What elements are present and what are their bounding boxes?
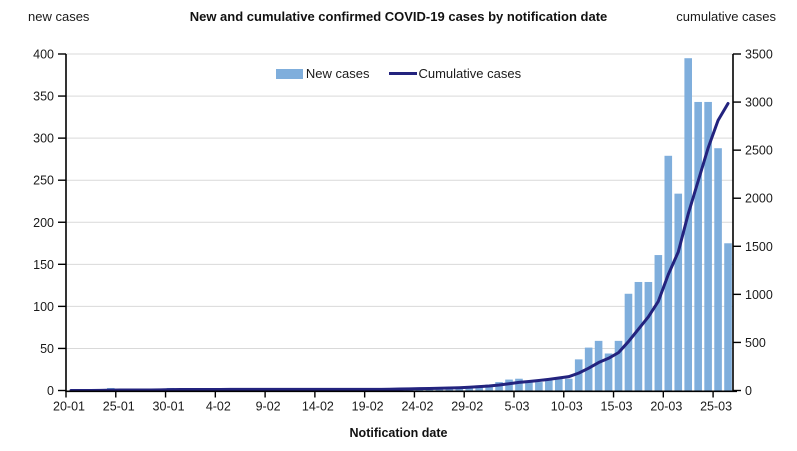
y-tick-label-right: 1000	[745, 288, 773, 302]
bar-new-cases	[684, 58, 692, 391]
x-tick-label: 14-02	[302, 400, 334, 414]
bar-new-cases	[594, 340, 603, 391]
bar-new-cases	[515, 378, 523, 391]
x-tick-label: 10-03	[551, 400, 583, 414]
bar-new-cases	[455, 387, 464, 391]
x-tick-label: 19-02	[352, 400, 384, 414]
y-tick-label-right: 3000	[745, 96, 773, 110]
y-tick-label-right: 1500	[745, 240, 773, 254]
y-tick-label-left: 350	[33, 90, 54, 104]
new-cases-swatch-icon	[275, 68, 303, 79]
y-tick-label-left: 150	[33, 258, 54, 272]
bar-new-cases	[714, 148, 722, 391]
x-axis-title: Notification date	[349, 426, 448, 440]
x-tick-label: 29-02	[451, 400, 483, 414]
bar-new-cases	[554, 378, 563, 391]
legend-cumulative-label: Cumulative cases	[418, 66, 522, 81]
x-tick-label: 15-03	[601, 400, 633, 414]
legend-new-cases-label: New cases	[305, 66, 370, 81]
y-tick-label-left: 200	[33, 216, 54, 230]
y-tick-label-left: 100	[33, 300, 54, 314]
y-tick-label-right: 500	[745, 336, 766, 350]
x-tick-label: 9-02	[256, 400, 281, 414]
x-tick-label: 20-03	[650, 400, 682, 414]
y-tick-label-left: 400	[33, 48, 54, 62]
y-tick-label-right: 2000	[745, 192, 773, 206]
y-tick-label-left: 300	[33, 132, 54, 146]
y-tick-label-left: 50	[40, 342, 54, 356]
bar-new-cases	[694, 101, 702, 391]
y-tick-label-right: 2500	[745, 144, 773, 158]
bar-new-cases	[485, 384, 493, 391]
y-tick-label-right: 3500	[745, 48, 773, 62]
cumulative-line-swatch-icon	[389, 72, 418, 75]
legend: New cases Cumulative cases	[275, 66, 522, 81]
bar-new-cases	[614, 340, 623, 391]
x-tick-label: 25-01	[103, 400, 135, 414]
x-tick-label: 30-01	[153, 400, 185, 414]
bar-new-cases	[564, 378, 573, 391]
bar-new-cases	[654, 255, 663, 391]
x-tick-label: 25-03	[700, 400, 732, 414]
right-axis-title: cumulative cases	[676, 9, 776, 24]
cumulative-line	[69, 102, 730, 392]
chart-title: New and cumulative confirmed COVID-19 ca…	[189, 9, 608, 24]
y-tick-label-right: 0	[745, 384, 752, 398]
x-tick-label: 24-02	[401, 400, 433, 414]
left-axis-title: new cases	[28, 9, 90, 24]
x-tick-label: 20-01	[53, 400, 85, 414]
bar-new-cases	[674, 193, 683, 391]
bar-new-cases	[604, 353, 613, 391]
y-tick-label-left: 250	[33, 174, 54, 188]
bar-new-cases	[634, 281, 643, 391]
bar-new-cases	[574, 359, 583, 391]
bar-new-cases	[525, 382, 533, 391]
bar-new-cases	[724, 243, 732, 391]
x-tick-label: 5-03	[504, 400, 529, 414]
bar-new-cases	[545, 380, 553, 391]
bar-new-cases	[644, 281, 653, 391]
bar-new-cases	[704, 101, 712, 391]
bar-new-cases	[535, 382, 543, 391]
y-tick-label-left: 0	[47, 384, 54, 398]
x-tick-label: 4-02	[206, 400, 231, 414]
